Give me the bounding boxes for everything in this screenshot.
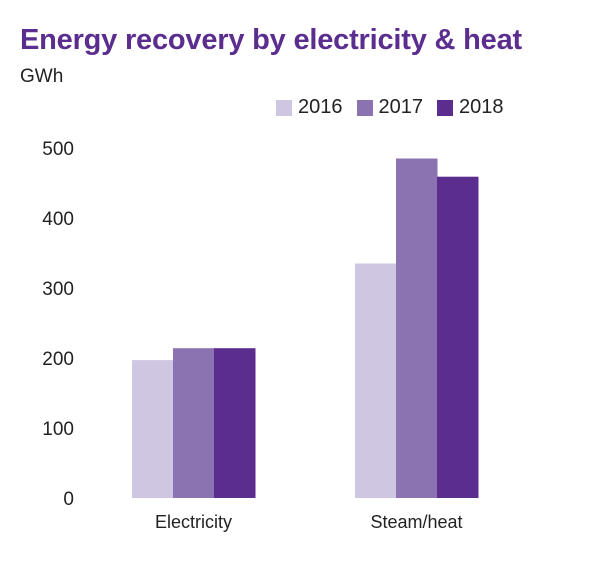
bar-electricity-2017 [173, 348, 215, 498]
x-category-label: Steam/heat [370, 512, 462, 532]
legend-swatch-2018 [437, 99, 453, 116]
bar-steam-heat-2017 [396, 158, 438, 498]
legend-label-2018: 2018 [459, 96, 504, 118]
bar-electricity-2018 [214, 348, 256, 498]
legend-label-2017: 2017 [378, 96, 424, 118]
x-category-label: Electricity [155, 512, 232, 532]
legend-item-2016: 2016 [276, 96, 343, 119]
legend: 2016 2017 2018 [276, 96, 504, 119]
y-tick-label: 400 [42, 209, 74, 230]
chart-title: Energy recovery by electricity & heat [20, 24, 522, 56]
y-tick-label: 200 [42, 349, 74, 370]
y-axis-unit-label: GWh [20, 66, 64, 87]
y-tick-label: 100 [42, 419, 74, 440]
bar-electricity-2016 [132, 360, 174, 498]
legend-swatch-2016 [276, 99, 292, 116]
bar-steam-heat-2016 [355, 263, 397, 498]
y-tick-label: 500 [42, 139, 74, 160]
legend-swatch-2017 [356, 99, 373, 116]
bar-steam-heat-2018 [437, 176, 479, 498]
y-tick-label: 0 [63, 489, 74, 510]
legend-label-2016: 2016 [298, 96, 343, 118]
legend-item-2018: 2018 [437, 96, 504, 119]
y-tick-label: 300 [42, 279, 74, 300]
legend-item-2017: 2017 [356, 96, 424, 119]
